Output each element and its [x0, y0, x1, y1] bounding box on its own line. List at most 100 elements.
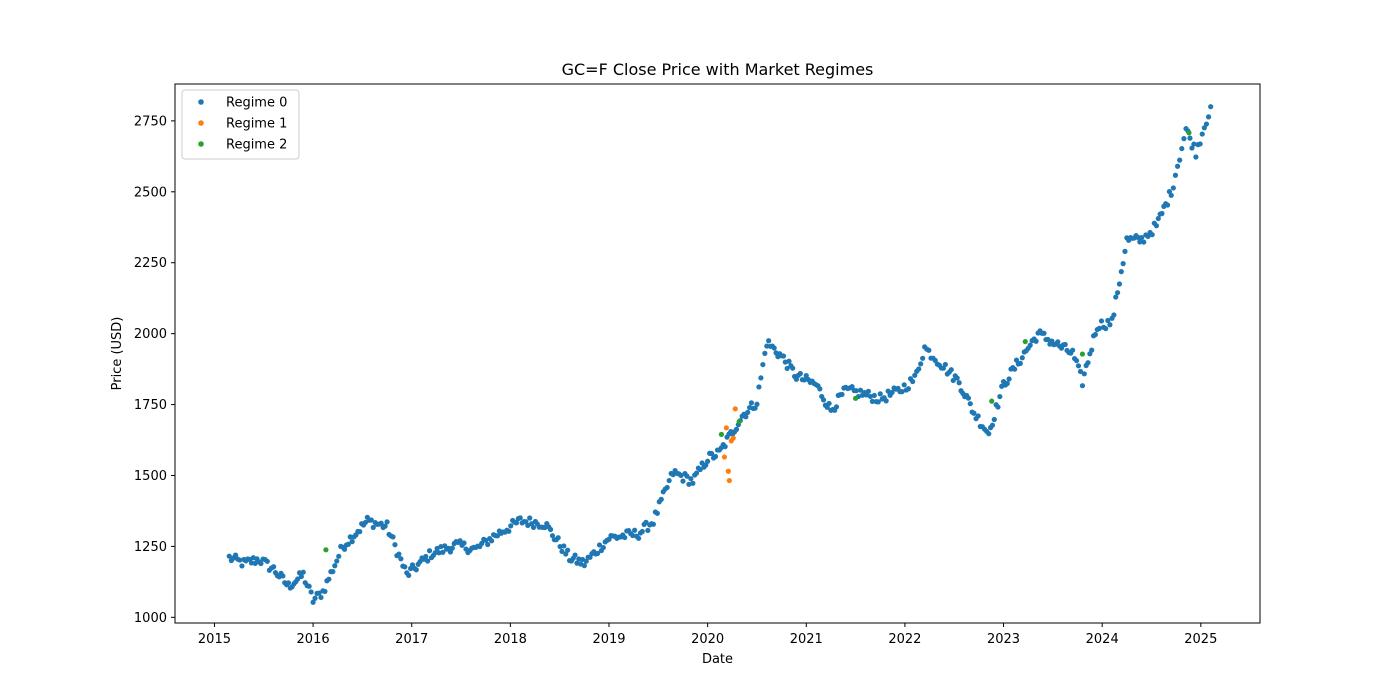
regime-0-point: [583, 558, 589, 564]
regime-0-point: [857, 387, 864, 393]
y-tick-label: 2250: [134, 256, 167, 271]
regime-0-point: [942, 361, 948, 368]
regime-0-point: [390, 534, 396, 540]
y-tick-label: 1500: [134, 469, 167, 484]
regime-0-point: [506, 528, 512, 534]
regime-0-point: [877, 391, 883, 397]
regime-0-point: [1069, 347, 1076, 353]
plot-points: [226, 104, 1214, 605]
regime-0-point: [743, 414, 749, 420]
regime-0-point: [1187, 135, 1193, 141]
legend-label: Regime 1: [226, 117, 287, 132]
regime-0-point: [803, 373, 809, 379]
regime-0-point: [853, 388, 859, 394]
regime-2-point: [852, 395, 859, 401]
regime-0-point: [1164, 202, 1171, 208]
regime-0-point: [1177, 157, 1183, 163]
regime-0-point: [549, 533, 556, 539]
regime-0-point: [370, 524, 376, 531]
regime-0-point: [237, 557, 243, 563]
regime-0-point: [330, 569, 336, 575]
regime-0-point: [950, 377, 956, 384]
regime-0-point: [918, 361, 924, 367]
regime-1-point: [732, 406, 738, 412]
regime-0-point: [1159, 210, 1165, 217]
regime-0-point: [901, 382, 907, 388]
regime-0-point: [764, 343, 770, 349]
regime-0-point: [1055, 339, 1061, 345]
x-tick-label: 2025: [1184, 632, 1217, 647]
regime-0-point: [820, 397, 827, 403]
regime-0-point: [786, 358, 792, 364]
regime-0-point: [989, 422, 996, 428]
regime-0-point: [824, 404, 830, 410]
regime-0-point: [308, 589, 314, 595]
regime-0-point: [1193, 154, 1199, 160]
regime-0-point: [965, 395, 972, 401]
x-tick-label: 2017: [395, 632, 428, 647]
x-tick-label: 2015: [198, 632, 231, 647]
y-tick-label: 1000: [134, 611, 167, 626]
regime-0-point: [517, 515, 523, 521]
regime-0-point: [712, 453, 719, 460]
regime-0-point: [754, 401, 760, 407]
regime-0-point: [1181, 136, 1187, 142]
regime-0-point: [926, 347, 932, 353]
regime-0-point: [654, 510, 660, 516]
regime-0-point: [780, 353, 787, 359]
regime-0-point: [508, 523, 514, 529]
regime-0-point: [326, 576, 332, 582]
regime-1-point: [730, 435, 736, 441]
legend-marker: [198, 141, 204, 147]
axes-frame: [174, 83, 1261, 624]
regime-0-point: [1114, 290, 1121, 296]
regime-0-point: [368, 517, 374, 523]
regime-0-point: [1141, 239, 1147, 245]
regime-0-point: [530, 524, 537, 531]
regime-0-point: [485, 541, 491, 548]
y-tick-label: 1250: [134, 540, 167, 555]
regime-0-point: [436, 550, 442, 556]
regime-0-point: [1062, 341, 1068, 348]
regime-0-point: [664, 484, 670, 491]
regime-0-point: [871, 392, 877, 399]
regime-0-point: [752, 405, 758, 411]
regime-0-point: [1120, 261, 1126, 267]
regime-0-point: [833, 404, 840, 410]
regime-0-point: [336, 553, 342, 559]
regime-0-point: [658, 496, 664, 502]
regime-0-point: [1199, 131, 1205, 137]
regime-0-point: [865, 388, 872, 394]
regime-0-point: [839, 391, 845, 398]
regime-0-point: [635, 535, 642, 541]
regime-0-point: [1103, 325, 1109, 332]
regime-0-point: [684, 473, 690, 479]
regime-0-point: [423, 553, 429, 560]
regime-0-point: [596, 542, 603, 548]
regime-0-point: [733, 426, 740, 432]
regime-0-point: [406, 572, 412, 578]
regime-0-point: [1174, 163, 1181, 169]
regime-0-point: [547, 526, 554, 533]
regime-0-point: [705, 458, 711, 464]
regime-0-point: [632, 527, 638, 533]
regime-0-point: [306, 583, 312, 589]
regime-0-point: [295, 576, 301, 582]
regime-0-point: [357, 529, 363, 535]
legend-marker: [198, 99, 204, 105]
legend-box: [181, 89, 300, 160]
regime-0-point: [384, 519, 390, 525]
regime-0-point: [440, 549, 446, 555]
regime-0-point: [670, 472, 676, 478]
regime-0-point: [722, 444, 728, 450]
regime-0-point: [345, 541, 351, 547]
regime-0-point: [513, 520, 520, 526]
y-tick-label: 2500: [134, 185, 167, 200]
regime-0-point: [1111, 312, 1117, 318]
regime-2-point: [736, 418, 742, 425]
regime-0-point: [310, 599, 316, 605]
regime-0-point: [226, 553, 232, 559]
x-tick-label: 2019: [592, 632, 625, 647]
